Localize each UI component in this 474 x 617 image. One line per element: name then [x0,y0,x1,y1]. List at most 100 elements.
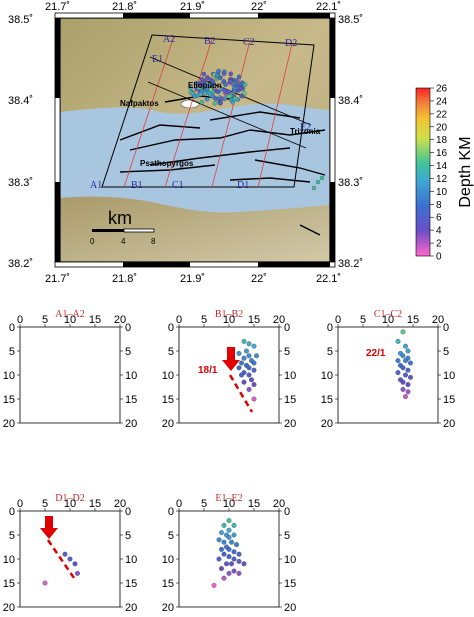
section-quake-point [241,338,247,344]
section-tick-label-x: 5 [201,498,207,510]
scale-unit: km [108,208,132,228]
section-tick-label-y: 20 [162,418,174,430]
section-quake-point [75,570,80,576]
section-tick-label-y: 0 [168,506,174,518]
map-quake-point [311,185,317,191]
scale-tick-8: 8 [151,237,156,246]
lon-tick-top-1: 21.8˚ [112,1,137,13]
section-quake-point [226,534,232,540]
profile-label-d1: D1 [237,180,249,191]
section-title: E1–E2 [215,493,242,504]
colorbar-tick-label: 10 [436,187,448,198]
section-tick-label-x: 20 [114,498,126,510]
section-tick-label-y: 0 [168,322,174,334]
section-tick-label-y-right: 20 [443,418,455,430]
colorbar-tick-label: 18 [436,135,448,146]
section-tick-label-y-right: 0 [125,506,131,518]
frame-ticks [54,12,336,268]
section-quake-point [236,570,242,576]
section-tick-label-y-right: 5 [125,530,131,542]
section-tick-label-x: 10 [64,314,76,326]
section-quake-point [246,341,252,347]
section-quake-point [229,539,234,545]
section-quake-point [226,570,232,576]
lon-tick-top-0: 21.7˚ [45,1,70,13]
section-annotations: 18/1 22/1 [40,347,386,579]
section-quake-point [405,367,411,373]
section-tick-label-x: 0 [17,498,23,510]
section-quake-point [239,372,244,378]
section-tick-label-x: 10 [223,498,235,510]
colorbar-tick-label: 16 [436,148,448,159]
section-tick-label-y: 0 [9,506,15,518]
lat-tick-left-2: 38.3˚ [8,177,33,189]
section-quake-point [400,365,406,371]
map-quake-point [239,93,245,99]
section-tick-label-y: 10 [321,370,333,382]
section-tick-label-y-right: 15 [125,578,137,590]
section-tick-label-y-right: 5 [284,530,290,542]
annotation-18-1: 18/1 [198,365,218,376]
map-quake-point [205,75,210,80]
section-quake-point [403,343,408,349]
dashed-line-b [228,374,254,413]
section-quake-point [251,343,257,349]
section-tick-label-y-right: 20 [125,418,137,430]
section-quake-point [221,522,227,528]
scale-tick-4: 4 [121,237,126,246]
section-tick-label-y: 5 [9,346,15,358]
map-quake-point [232,89,237,94]
section-quake-point [405,382,411,388]
scale-bar: km 0 4 8 [90,208,156,246]
section-tick-label-y-right: 10 [284,370,296,382]
colorbar-tick-label: 8 [436,200,442,211]
section-quake-point [408,374,413,380]
southern-land [60,196,330,262]
section-quake-point [251,396,257,402]
section-quake-point [403,394,408,400]
map-quake-point [204,97,210,102]
map-quake-point [194,80,199,86]
section-tick-label-y-right: 15 [284,394,296,406]
section-quake-point [403,358,408,364]
map-quake-point [203,82,209,87]
place-psathopyrgos: Psathopyrgos [140,159,194,168]
section-tick-label-y: 15 [3,394,15,406]
section-quake-point [251,382,257,388]
colorbar-tick-label: 22 [436,109,448,120]
section-tick-label-y: 20 [3,418,15,430]
section-quake-point [224,561,229,567]
map-quake-point [238,86,243,91]
section-tick-label-y-right: 0 [125,322,131,334]
section-quake-point [216,556,222,562]
section-quake-point [403,372,408,378]
section-tick-label-x: 5 [201,314,207,326]
section-quake-point [254,353,259,359]
section-tick-label-y: 0 [327,322,333,334]
section-tick-label-x: 5 [42,314,48,326]
map-quake-point [212,101,218,106]
section-quake-point [246,353,252,359]
section-quake-point [395,338,401,344]
profile-label-b1: B1 [131,180,143,191]
map-quake-point [230,99,236,105]
section-quake-point [400,329,406,335]
colorbar-tick-label: 26 [436,84,448,95]
section-quake-point [395,358,401,364]
section-quake-point [405,348,411,354]
section-tick-label-y-right: 15 [443,394,455,406]
section-tick-label-x: 20 [273,498,285,510]
colorbar-tick-label: 14 [436,161,448,172]
section-tick-label-x: 15 [89,314,101,326]
lat-tick-right-3: 38.2˚ [338,258,363,270]
section-quake-point [219,530,224,536]
section-quake-point [72,561,78,567]
map-quake-point [223,82,228,87]
section-tick-label-y: 10 [162,554,174,566]
section-tick-label-x: 10 [382,314,394,326]
